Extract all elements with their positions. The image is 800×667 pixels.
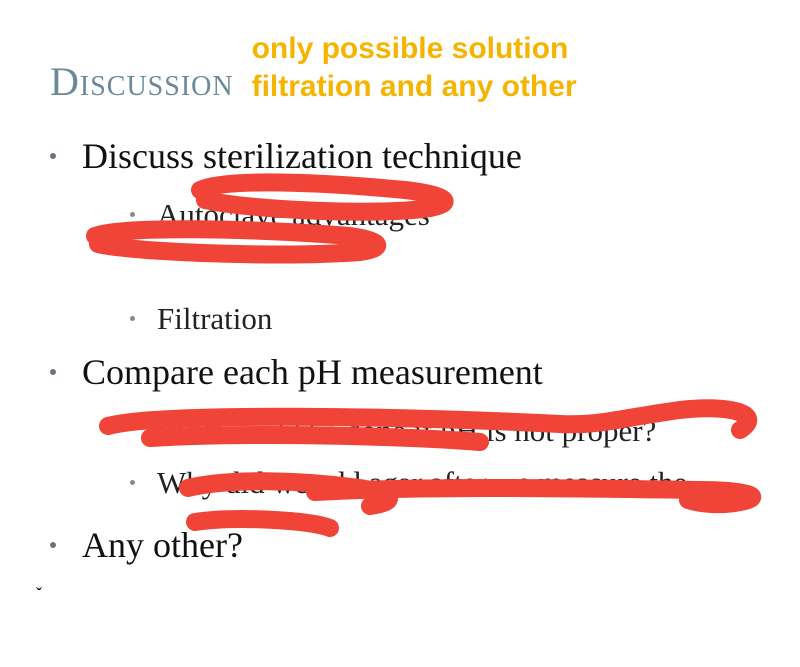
bullet-dot-icon bbox=[130, 480, 135, 485]
sub-bullet-ph-why: Why did we add agar after we measure the bbox=[130, 462, 760, 504]
annotation-line-2: filtration and any other bbox=[252, 68, 577, 106]
bullet-any-other: Any other? bbox=[50, 522, 760, 569]
bullet-dot-icon bbox=[50, 153, 56, 159]
bullet-discuss-sterilization: Discuss sterilization technique bbox=[50, 133, 760, 180]
bullet-dot-icon bbox=[130, 316, 135, 321]
bullet-dot-icon bbox=[50, 542, 56, 548]
sub-bullet-struck-line bbox=[130, 246, 760, 288]
sub-bullet-ph-what: What could be done if pH is not proper? bbox=[130, 410, 760, 452]
bullet-text: Compare each pH measurement bbox=[82, 349, 543, 396]
page-title: Discussion bbox=[50, 30, 234, 104]
bullet-text: Autoclave advantages bbox=[157, 194, 430, 236]
bullet-text: Any other? bbox=[82, 522, 243, 569]
bullet-text: What could be done if pH is not proper? bbox=[157, 410, 656, 452]
bullet-text: Filtration bbox=[157, 298, 272, 340]
sub-bullet-autoclave: Autoclave advantages bbox=[130, 194, 760, 236]
header: Discussion only possible solution filtra… bbox=[50, 30, 760, 105]
bullet-text: Why did we add agar after we measure the bbox=[157, 462, 687, 504]
sub-bullet-filtration: Filtration bbox=[130, 298, 760, 340]
bullet-text: Discuss sterilization technique bbox=[82, 133, 522, 180]
bullet-compare-ph: Compare each pH measurement bbox=[50, 349, 760, 396]
bullet-dot-icon bbox=[130, 212, 135, 217]
bullet-dot-icon bbox=[50, 369, 56, 375]
annotation-note: only possible solution filtration and an… bbox=[252, 30, 577, 105]
annotation-line-1: only possible solution bbox=[252, 30, 577, 68]
caret-icon: ˇ bbox=[36, 584, 42, 605]
